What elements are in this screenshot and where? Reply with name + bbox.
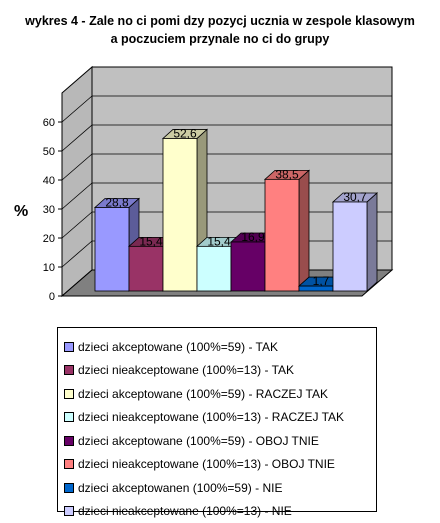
bar: [333, 202, 367, 291]
bar: [231, 242, 265, 291]
legend-swatch: [64, 365, 74, 375]
data-label: 28,8: [105, 195, 129, 209]
legend-label: dzieci nieakceptowane (100%=13) - TAK: [78, 363, 294, 377]
chart-legend: dzieci akceptowane (100%=59) - TAK dzieci…: [57, 327, 377, 512]
legend-item: dzieci nieakceptowane (100%=13) - OBOJ T…: [64, 453, 376, 477]
y-tick-label: 60: [43, 117, 55, 129]
legend-label: dzieci nieakceptowane (100%=13) - RACZEJ…: [78, 410, 344, 424]
legend-label: dzieci akceptowane (100%=59) - OBOJ TNIE: [78, 434, 319, 448]
legend-swatch: [64, 389, 74, 399]
bar-side: [367, 193, 377, 291]
legend-item: dzieci akceptowane (100%=59) - OBOJ TNIE: [64, 429, 376, 453]
legend-swatch: [64, 436, 74, 446]
data-label: 52,6: [173, 126, 197, 140]
legend-label: dzieci akceptowanen (100%=59) - NIE: [78, 481, 282, 495]
legend-item: dzieci nieakceptowane (100%=13) - TAK: [64, 359, 376, 383]
legend-swatch: [64, 483, 74, 493]
data-label: 1,7: [313, 274, 330, 288]
legend-label: dzieci akceptowane (100%=59) - TAK: [78, 340, 278, 354]
y-tick-label: 30: [43, 204, 55, 216]
legend-item: dzieci akceptowanen (100%=59) - NIE: [64, 476, 376, 500]
legend-item: dzieci nieakceptowane (100%=13) - NIE: [64, 500, 376, 523]
bar: [197, 246, 231, 291]
legend-item: dzieci akceptowane (100%=59) - TAK: [64, 335, 376, 359]
bar: [95, 207, 129, 291]
legend-label: dzieci nieakceptowane (100%=13) - NIE: [78, 504, 292, 518]
y-tick-label: 0: [49, 291, 55, 303]
data-label: 16,9: [241, 230, 265, 244]
legend-label: dzieci nieakceptowane (100%=13) - OBOJ T…: [78, 457, 335, 471]
bar: [129, 246, 163, 291]
legend-swatch: [64, 459, 74, 469]
y-tick-label: 50: [43, 146, 55, 158]
bar-side: [299, 170, 309, 291]
data-label: 30,7: [343, 190, 367, 204]
y-tick-label: 10: [43, 262, 55, 274]
legend-item: dzieci akceptowane (100%=59) - RACZEJ TA…: [64, 382, 376, 406]
legend-item: dzieci nieakceptowane (100%=13) - RACZEJ…: [64, 406, 376, 430]
legend-label: dzieci akceptowane (100%=59) - RACZEJ TA…: [78, 387, 328, 401]
chart-title: wykres 4 - Zale no ci pomi dzy pozycj uc…: [20, 12, 420, 48]
y-tick-label: 40: [43, 175, 55, 187]
legend-swatch: [64, 506, 74, 516]
data-label: 15,4: [139, 234, 163, 248]
data-label: 15,4: [207, 234, 231, 248]
y-tick-label: 20: [43, 233, 55, 245]
side-wall: [62, 67, 92, 296]
data-label: 38,5: [275, 167, 299, 181]
y-axis-label: %: [14, 203, 28, 221]
bar: [265, 179, 299, 291]
bar: [163, 138, 197, 291]
legend-swatch: [64, 412, 74, 422]
legend-swatch: [64, 342, 74, 352]
